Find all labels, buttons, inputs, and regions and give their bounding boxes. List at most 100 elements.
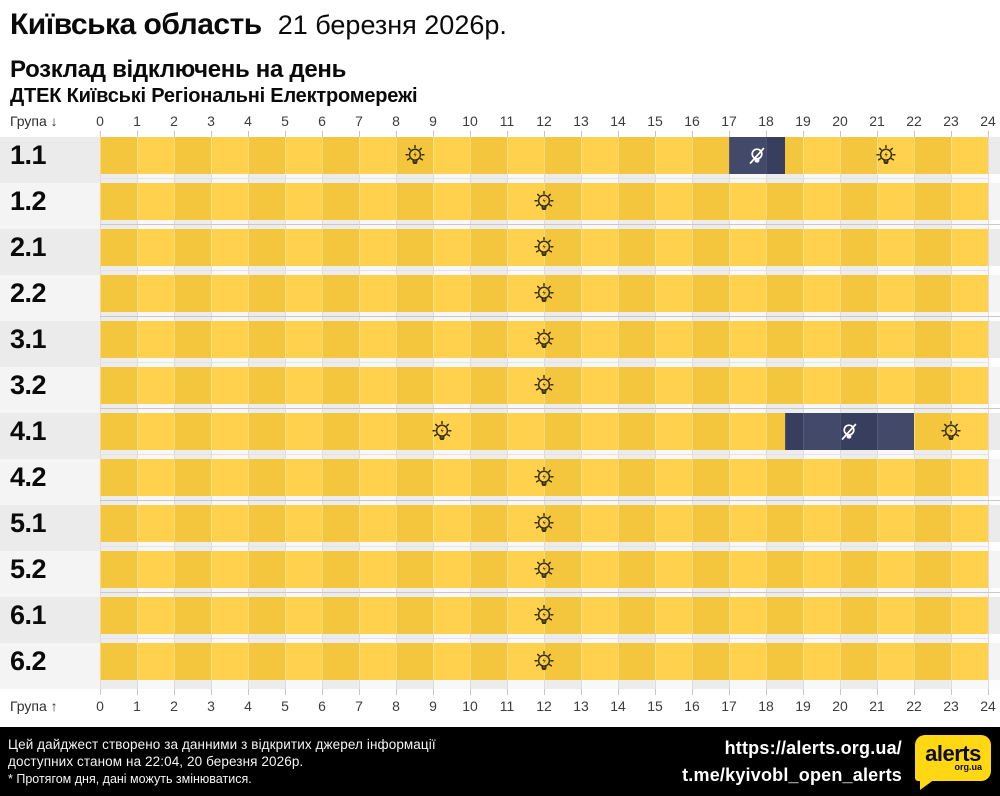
power-on-cell <box>470 183 507 220</box>
power-on-cell <box>618 229 655 266</box>
power-on-cell <box>433 275 470 312</box>
hour-label-14: 14 <box>610 113 626 129</box>
group-row-1.2: 1.2 <box>0 183 1000 229</box>
power-on-cell <box>766 643 803 680</box>
power-on-cell <box>803 367 840 404</box>
power-on-cell <box>100 459 137 496</box>
power-on-cell <box>359 413 396 450</box>
power-on-cell <box>359 459 396 496</box>
row-divider <box>100 178 988 179</box>
power-on-cell <box>544 551 581 588</box>
power-on-cell <box>100 137 137 174</box>
hour-tick-12 <box>544 689 545 695</box>
hour-label-16: 16 <box>684 698 700 714</box>
power-bar <box>100 505 988 542</box>
row-divider <box>100 454 988 455</box>
alerts-site-link[interactable]: https://alerts.org.ua/ <box>724 737 902 758</box>
hour-tick-19 <box>803 689 804 695</box>
hour-tick-14 <box>618 131 619 137</box>
hour-label-2: 2 <box>170 698 178 714</box>
hour-tick-8 <box>396 131 397 137</box>
family-divider <box>0 592 1000 593</box>
power-on-cell <box>544 183 581 220</box>
power-on-cell <box>396 321 433 358</box>
power-on-cell <box>877 551 914 588</box>
alerts-logo-subtext: org.ua <box>954 761 982 772</box>
schedule-date: 21 березня 2026р. <box>277 10 507 40</box>
power-on-cell <box>100 413 137 450</box>
power-on-cell <box>840 275 877 312</box>
power-on-cell <box>914 459 951 496</box>
power-on-cell <box>581 137 618 174</box>
alerts-logo-bubble: alerts org.ua <box>915 734 991 781</box>
power-on-cell <box>581 413 618 450</box>
power-on-cell <box>544 413 581 450</box>
power-on-cell <box>507 551 544 588</box>
hour-label-15: 15 <box>647 113 663 129</box>
hour-label-7: 7 <box>355 113 363 129</box>
power-on-bulb-icon <box>873 143 899 169</box>
power-bar <box>100 229 988 266</box>
power-on-cell <box>322 367 359 404</box>
power-on-cell <box>248 275 285 312</box>
power-on-cell <box>433 367 470 404</box>
power-on-cell <box>174 275 211 312</box>
power-on-cell <box>692 505 729 542</box>
power-on-cell <box>951 505 988 542</box>
group-row-3.1: 3.1 <box>0 321 1000 367</box>
power-on-cell <box>507 183 544 220</box>
power-bar <box>100 551 988 588</box>
power-on-cell <box>285 183 322 220</box>
power-on-cell <box>877 229 914 266</box>
power-on-cell <box>285 413 322 450</box>
power-bar <box>100 183 988 220</box>
hour-tick-1 <box>137 689 138 695</box>
power-on-cell <box>359 183 396 220</box>
power-on-cell <box>951 137 988 174</box>
group-label-box: 3.1 <box>0 321 100 367</box>
power-on-cell <box>174 459 211 496</box>
power-on-cell <box>174 505 211 542</box>
power-on-bulb-icon <box>402 143 428 169</box>
group-label: 1.2 <box>10 186 47 216</box>
footer-disclaimer: Цей дайджест створено за данними з відкр… <box>8 736 436 788</box>
hour-label-5: 5 <box>281 113 289 129</box>
power-on-cell <box>618 597 655 634</box>
power-on-cell <box>359 505 396 542</box>
hour-label-19: 19 <box>795 113 811 129</box>
power-on-cell <box>951 413 988 450</box>
row-divider <box>100 546 988 547</box>
hour-label-5: 5 <box>281 698 289 714</box>
power-on-cell <box>914 505 951 542</box>
hour-label-21: 21 <box>869 113 885 129</box>
power-on-cell <box>729 367 766 404</box>
power-on-cell <box>655 551 692 588</box>
power-on-cell <box>433 183 470 220</box>
hour-label-13: 13 <box>573 113 589 129</box>
power-on-cell <box>951 459 988 496</box>
power-on-cell <box>433 459 470 496</box>
telegram-channel-link[interactable]: t.me/kyivobl_open_alerts <box>682 764 902 785</box>
gap-cell <box>433 680 470 689</box>
row-gap <box>0 358 1000 367</box>
power-on-cell <box>248 551 285 588</box>
power-on-cell <box>803 275 840 312</box>
power-on-cell <box>951 551 988 588</box>
outage-segment <box>840 413 877 450</box>
power-on-cell <box>100 321 137 358</box>
gap-cell <box>396 680 433 689</box>
power-on-cell <box>285 137 322 174</box>
group-label-box: 6.1 <box>0 597 100 643</box>
power-on-cell <box>655 229 692 266</box>
power-on-cell <box>914 413 951 450</box>
power-on-cell <box>211 367 248 404</box>
outage-segment <box>766 137 785 174</box>
power-on-cell <box>729 229 766 266</box>
power-on-cell <box>285 275 322 312</box>
power-on-cell <box>433 413 470 450</box>
hour-label-3: 3 <box>207 698 215 714</box>
power-bar <box>100 321 988 358</box>
power-on-cell <box>618 367 655 404</box>
hour-label-24: 24 <box>980 113 996 129</box>
power-on-cell <box>137 183 174 220</box>
